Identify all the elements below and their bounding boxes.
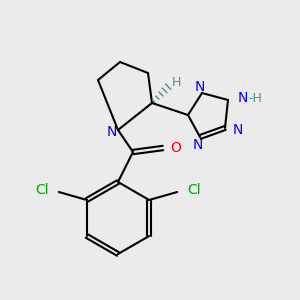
Text: H: H [171, 76, 181, 89]
Text: N: N [193, 138, 203, 152]
Text: Cl: Cl [187, 183, 201, 197]
Text: Cl: Cl [35, 183, 49, 197]
Text: N: N [107, 125, 117, 139]
Text: O: O [170, 141, 181, 155]
Text: N: N [195, 80, 205, 94]
Text: -H: -H [248, 92, 262, 104]
Text: N: N [233, 123, 243, 137]
Text: N: N [238, 91, 248, 105]
